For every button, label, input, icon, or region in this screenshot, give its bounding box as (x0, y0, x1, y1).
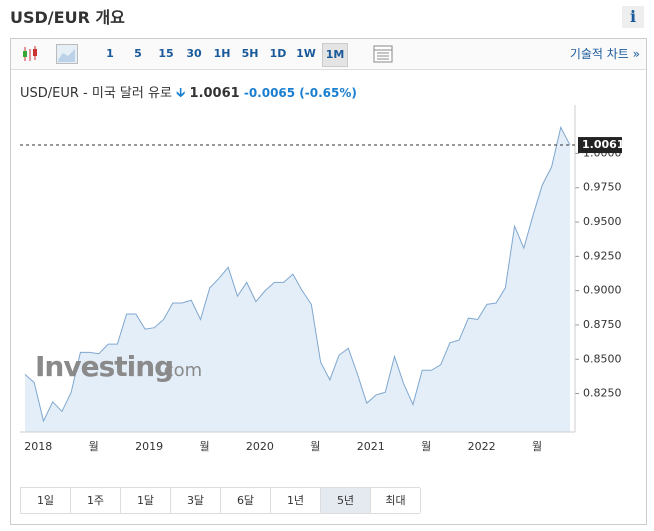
interval-button[interactable]: 5H (241, 47, 259, 60)
down-arrow: 🡳 (176, 86, 186, 101)
interval-button[interactable]: 1M (322, 43, 348, 67)
title: USD/EUR 개요 (10, 8, 125, 27)
range-button[interactable]: 6달 (221, 488, 271, 513)
interval-button[interactable]: 30 (186, 47, 202, 60)
quote-line: USD/EUR - 미국 달러 유로 🡳 1.0061 -0.0065 (-0.… (20, 82, 357, 106)
area-icon[interactable] (56, 44, 78, 64)
range-button[interactable]: 5년 (321, 488, 371, 513)
interval-button[interactable]: 1H (213, 47, 231, 60)
candle-icon[interactable] (20, 44, 40, 64)
range-button[interactable]: 3달 (171, 488, 221, 513)
quote-change: -0.0065 (243, 86, 296, 100)
panel (10, 38, 647, 525)
interval-button[interactable]: 1 (106, 47, 114, 60)
interval-button[interactable]: 5 (134, 47, 142, 60)
quote-name: USD/EUR - 미국 달러 유로 (20, 86, 172, 101)
interval-button[interactable]: 15 (158, 47, 174, 60)
quote-price: 1.0061 (189, 86, 240, 101)
info-button[interactable]: i (622, 6, 644, 28)
interval-button[interactable]: 1W (296, 47, 316, 60)
range-button[interactable]: 최대 (371, 488, 421, 513)
range-button[interactable]: 1주 (71, 488, 121, 513)
advanced-chart-link[interactable]: 기술적 차트 » (569, 47, 640, 61)
table-icon[interactable] (373, 45, 393, 63)
range-button[interactable]: 1달 (121, 488, 171, 513)
range-button[interactable]: 1일 (21, 488, 71, 513)
interval-button[interactable]: 1D (269, 47, 287, 60)
quote-change-pct: (-0.65%) (299, 86, 357, 100)
range-button[interactable]: 1년 (271, 488, 321, 513)
